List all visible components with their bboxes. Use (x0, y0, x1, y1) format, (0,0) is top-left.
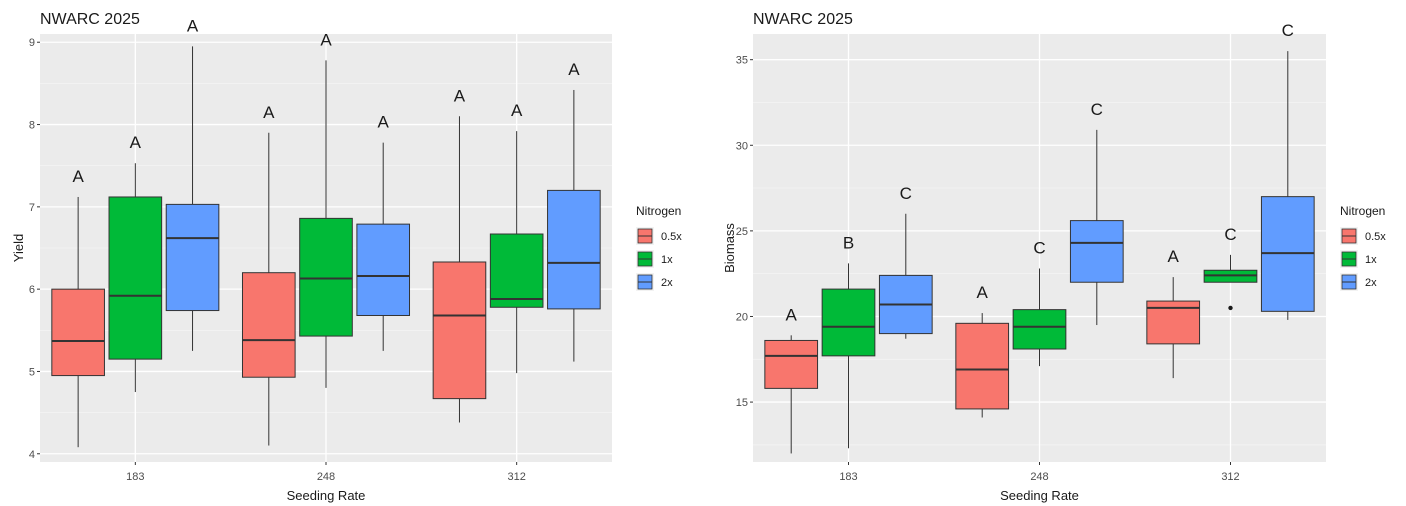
box-body (165, 203, 220, 312)
box-body (432, 261, 487, 400)
box-2x-248: A (356, 113, 411, 351)
y-tick-label: 7 (29, 202, 35, 214)
y-tick-label: 4 (29, 449, 35, 461)
significance-letter: A (786, 305, 798, 324)
x-axis-title: Seeding Rate (1000, 488, 1079, 503)
significance-letter: B (843, 233, 854, 252)
legend-label: 2x (1365, 277, 1377, 289)
x-tick-label: 248 (1030, 471, 1048, 483)
box-body (489, 233, 544, 308)
significance-letter: C (1282, 21, 1294, 40)
box-2x-312: C (1260, 21, 1315, 320)
legend-title: Nitrogen (636, 204, 681, 218)
biomass-boxplot-chart: NWARC 2025 15 20 25 30 35 183 248 312 Seeding Rat… (722, 11, 1386, 503)
legend-label: 0.5x (1365, 231, 1386, 243)
yield-boxplot-chart: NWARC 2025 4 5 6 7 8 9 183 248 312 Seeding Rate Yie… (11, 11, 682, 503)
box-body (1012, 309, 1067, 350)
significance-letter: C (1091, 100, 1103, 119)
significance-letter: A (320, 30, 332, 49)
significance-letter: A (72, 167, 84, 186)
box-0.5x-248: A (241, 103, 296, 446)
significance-letter: C (1224, 225, 1236, 244)
x-tick-label: 183 (126, 471, 144, 483)
chart-title: NWARC 2025 (753, 11, 853, 28)
significance-letter: A (378, 113, 390, 132)
box-body (955, 322, 1010, 410)
x-tick-label: 312 (507, 471, 525, 483)
box-0.5x-312: A (1146, 247, 1201, 379)
significance-letter: A (263, 103, 275, 122)
y-tick-label: 6 (29, 284, 35, 296)
y-axis-title: Biomass (722, 223, 737, 273)
box-1x-312: C (1203, 225, 1258, 311)
x-axis-title: Seeding Rate (287, 488, 366, 503)
box-1x-248: A (299, 30, 353, 388)
box-0.5x-183: A (51, 167, 105, 448)
box-1x-183: B (821, 233, 876, 449)
box-2x-183: A (165, 16, 220, 351)
box-2x-183: C (878, 184, 933, 339)
box-1x-248: C (1012, 239, 1067, 367)
legend-title: Nitrogen (1340, 204, 1385, 218)
significance-letter: C (1033, 239, 1045, 258)
box-1x-183: A (108, 133, 163, 393)
significance-letter: A (454, 86, 466, 105)
significance-letter: A (568, 60, 580, 79)
x-tick-label: 183 (839, 471, 857, 483)
legend-label: 2x (661, 277, 673, 289)
significance-letter: A (977, 283, 989, 302)
box-body (821, 288, 876, 357)
box-body (547, 189, 601, 310)
significance-letter: A (1168, 247, 1180, 266)
box-body (51, 288, 105, 377)
box-0.5x-248: A (955, 283, 1010, 418)
y-axis-title: Yield (11, 234, 26, 262)
y-tick-label: 35 (736, 55, 748, 67)
legend-label: 0.5x (661, 231, 682, 243)
significance-letter: A (130, 133, 142, 152)
box-0.5x-183: A (764, 305, 819, 454)
x-tick-label: 248 (317, 471, 335, 483)
significance-letter: A (511, 101, 523, 120)
y-tick-label: 5 (29, 366, 35, 378)
box-body (1069, 220, 1124, 283)
legend-label: 1x (661, 254, 673, 266)
y-tick-label: 20 (736, 311, 748, 323)
box-body (356, 223, 411, 316)
y-tick-label: 15 (736, 397, 748, 409)
box-body (241, 272, 296, 378)
outlier-point (1228, 305, 1233, 311)
box-2x-248: C (1069, 100, 1124, 326)
box-0.5x-312: A (432, 86, 487, 423)
box-2x-312: A (547, 60, 601, 362)
box-body (764, 339, 819, 389)
significance-letter: C (900, 184, 912, 203)
significance-letter: A (187, 16, 199, 35)
y-tick-label: 25 (736, 226, 748, 238)
legend-label: 1x (1365, 254, 1377, 266)
y-tick-label: 9 (29, 37, 35, 49)
box-1x-312: A (489, 101, 544, 374)
box-body (299, 217, 353, 337)
box-body (108, 196, 163, 360)
y-tick-label: 8 (29, 120, 35, 132)
chart-title: NWARC 2025 (40, 11, 140, 28)
x-tick-label: 312 (1221, 471, 1239, 483)
y-tick-label: 30 (736, 140, 748, 152)
